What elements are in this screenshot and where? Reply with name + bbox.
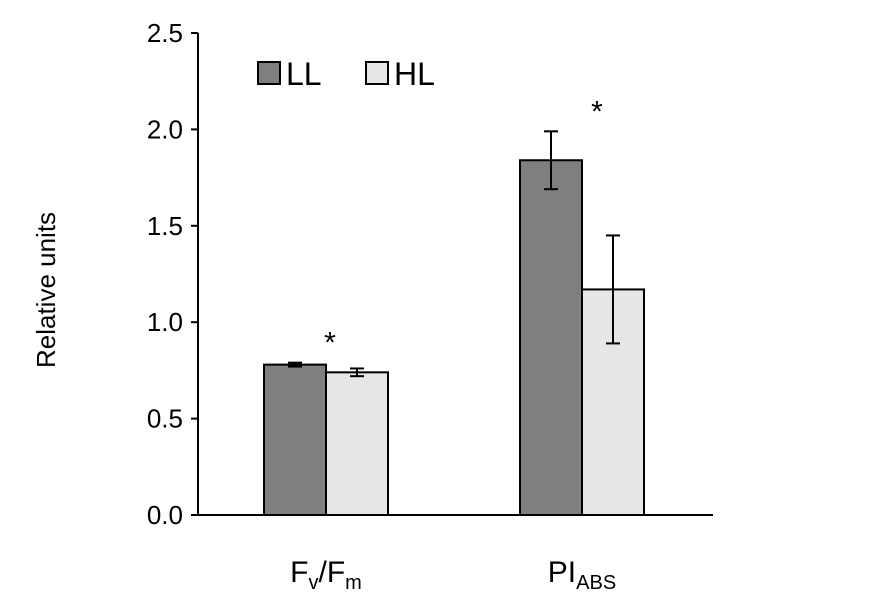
bars <box>263 159 645 517</box>
error-bar-ll-0 <box>288 361 302 368</box>
error-bar-ll-1 <box>544 130 558 191</box>
bar-ll-0 <box>263 363 327 516</box>
bar-hl-0 <box>325 371 389 516</box>
error-bars <box>288 130 620 378</box>
y-tick-label-1: 0.5 <box>147 404 183 434</box>
category-labels: Fv/Fm PIABS <box>290 556 616 594</box>
y-tick-label-3: 1.5 <box>147 211 183 241</box>
category-label-1: PIABS <box>548 556 616 594</box>
legend-label-ll: LL <box>286 56 322 92</box>
y-tick-label-5: 2.5 <box>147 18 183 48</box>
error-bar-hl-1 <box>606 234 620 345</box>
category-label-0: Fv/Fm <box>290 556 362 594</box>
y-ticks: 0.0 0.5 1.0 1.5 2.0 2.5 <box>147 18 198 530</box>
bar-ll-1 <box>519 159 583 517</box>
legend-label-hl: HL <box>394 56 435 92</box>
significance-markers: ** <box>324 95 603 359</box>
legend: LL HL <box>257 56 435 92</box>
legend-swatch-ll <box>257 61 281 85</box>
error-bar-hl-0 <box>350 367 364 378</box>
y-axis-title: Relative units <box>31 212 61 368</box>
significance-marker-1: * <box>591 95 603 128</box>
y-tick-label-2: 1.0 <box>147 307 183 337</box>
legend-swatch-hl <box>365 61 389 85</box>
significance-marker-0: * <box>324 327 336 360</box>
y-tick-label-0: 0.0 <box>147 500 183 530</box>
y-tick-label-4: 2.0 <box>147 114 183 144</box>
